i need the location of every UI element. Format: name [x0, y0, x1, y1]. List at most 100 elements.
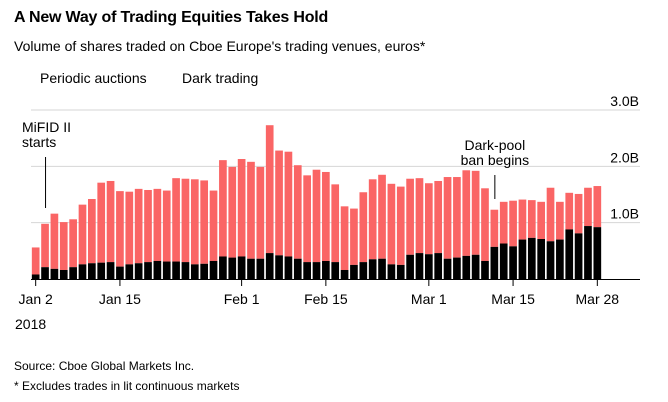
- bar-periodic-auctions: [228, 166, 237, 258]
- bar-periodic-auctions: [59, 222, 68, 270]
- bar-dark-trading: [490, 246, 499, 279]
- bar-periodic-auctions: [509, 200, 517, 247]
- bar-periodic-auctions: [490, 209, 499, 247]
- bar-periodic-auctions: [31, 247, 40, 275]
- bar-dark-trading: [518, 239, 527, 279]
- legend-dark-trading: Dark trading: [182, 70, 259, 86]
- bar-periodic-auctions: [527, 200, 536, 238]
- bar-periodic-auctions: [275, 150, 283, 256]
- bar-periodic-auctions: [574, 193, 583, 234]
- bar-dark-trading: [172, 261, 180, 279]
- bar-dark-trading: [331, 262, 340, 279]
- annotation-mifid-text: starts: [22, 134, 56, 150]
- bar-periodic-auctions: [265, 125, 274, 254]
- bar-dark-trading: [50, 268, 59, 279]
- bar-dark-trading: [237, 256, 246, 279]
- x-tick-label: Mar 28: [576, 291, 620, 307]
- bar-periodic-auctions: [434, 180, 443, 254]
- bar-dark-trading: [424, 254, 433, 279]
- bar-periodic-auctions: [481, 188, 489, 261]
- bar-periodic-auctions: [312, 169, 321, 263]
- bar-dark-trading: [574, 233, 583, 279]
- bar-dark-trading: [350, 264, 358, 279]
- bar-periodic-auctions: [256, 166, 265, 259]
- bar-periodic-auctions: [415, 178, 424, 254]
- bar-dark-trading: [481, 260, 489, 279]
- x-axis: Jan 2 Jan 15 Feb 1 Feb 15 Mar 1 Mar 15 Mar 28 2…: [15, 279, 640, 332]
- bar-periodic-auctions: [331, 184, 340, 263]
- bar-dark-trading: [247, 258, 255, 279]
- bar-periodic-auctions: [97, 182, 106, 263]
- x-tick-label: Feb 1: [224, 291, 260, 307]
- bar-dark-trading: [181, 262, 190, 279]
- bar-periodic-auctions: [181, 178, 190, 263]
- y-tick-label: 3.0B: [610, 93, 639, 109]
- year-label: 2018: [15, 316, 46, 332]
- stacked-bar-chart: 1.0B 2.0B 3.0B Jan 2 Jan 15 Feb 1 Feb 15 Mar 1…: [15, 93, 640, 332]
- chart-subtitle: Volume of shares traded on Cboe Europe's…: [14, 38, 426, 54]
- bar-periodic-auctions: [144, 189, 152, 263]
- bar-dark-trading: [97, 262, 106, 279]
- bar-periodic-auctions: [546, 187, 555, 242]
- bar-dark-trading: [275, 255, 283, 279]
- annotation-darkpool-text: ban begins: [461, 152, 530, 168]
- bar-dark-trading: [584, 226, 592, 279]
- bar-dark-trading: [162, 261, 171, 279]
- bar-periodic-auctions: [387, 183, 396, 265]
- bar-periodic-auctions: [378, 174, 386, 259]
- bar-dark-trading: [527, 237, 536, 279]
- bar-periodic-auctions: [453, 177, 461, 258]
- legend-periodic-auctions: Periodic auctions: [40, 70, 147, 86]
- bar-dark-trading: [228, 257, 237, 279]
- footnote: * Excludes trades in lit continuous mark…: [14, 379, 240, 393]
- bar-dark-trading: [200, 263, 209, 279]
- bar-dark-trading: [387, 264, 396, 279]
- bar-periodic-auctions: [50, 213, 59, 269]
- bar-dark-trading: [462, 255, 471, 279]
- bar-dark-trading: [359, 262, 368, 279]
- bar-periodic-auctions: [247, 161, 255, 259]
- bar-dark-trading: [125, 264, 134, 279]
- bar-dark-trading: [284, 256, 293, 279]
- bar-periodic-auctions: [303, 175, 311, 263]
- bar-periodic-auctions: [284, 151, 293, 257]
- y-tick-label: 2.0B: [610, 149, 639, 165]
- annotation-mifid-text: MiFID II: [22, 119, 71, 135]
- bar-periodic-auctions: [322, 171, 330, 261]
- bar-dark-trading: [153, 260, 162, 279]
- bar-periodic-auctions: [116, 191, 124, 267]
- source-note: Source: Cboe Global Markets Inc.: [14, 359, 195, 373]
- bar-dark-trading: [190, 264, 199, 279]
- bar-periodic-auctions: [424, 183, 433, 255]
- x-tick-label: Mar 15: [491, 291, 535, 307]
- bar-periodic-auctions: [125, 191, 134, 265]
- bar-periodic-auctions: [593, 186, 602, 228]
- bar-periodic-auctions: [69, 219, 77, 268]
- x-tick-label: Jan 2: [19, 291, 53, 307]
- bar-dark-trading: [322, 260, 330, 279]
- bar-dark-trading: [106, 262, 115, 279]
- bar-periodic-auctions: [293, 165, 302, 259]
- bar-periodic-auctions: [584, 187, 592, 227]
- bar-periodic-auctions: [396, 186, 405, 265]
- bar-periodic-auctions: [340, 206, 349, 270]
- bar-periodic-auctions: [209, 190, 218, 261]
- bar-dark-trading: [31, 274, 40, 279]
- bar-dark-trading: [219, 256, 227, 279]
- bar-dark-trading: [116, 266, 124, 279]
- bar-dark-trading: [312, 262, 321, 279]
- bar-dark-trading: [415, 253, 424, 279]
- bar-periodic-auctions: [200, 180, 209, 264]
- bar-periodic-auctions: [537, 201, 545, 239]
- bar-dark-trading: [144, 262, 152, 279]
- bar-dark-trading: [303, 262, 311, 279]
- bar-dark-trading: [471, 254, 480, 279]
- bar-periodic-auctions: [499, 201, 508, 244]
- bar-periodic-auctions: [368, 179, 377, 260]
- bar-periodic-auctions: [219, 160, 227, 257]
- bar-periodic-auctions: [556, 201, 564, 240]
- annotation-darkpool-text: Dark-pool: [465, 137, 526, 153]
- bar-dark-trading: [509, 246, 517, 279]
- bar-dark-trading: [340, 269, 349, 279]
- bar-periodic-auctions: [190, 179, 199, 265]
